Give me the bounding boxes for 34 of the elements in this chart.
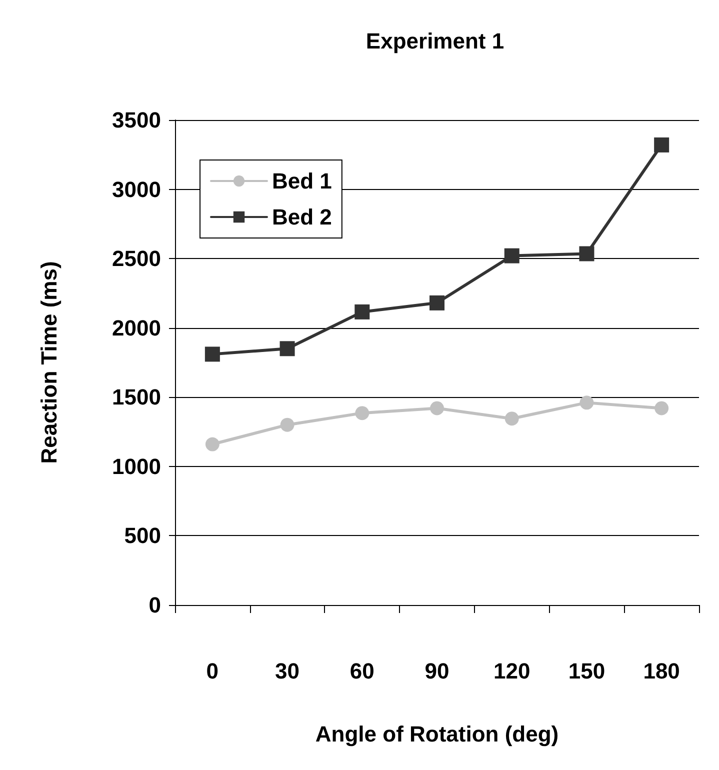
point	[280, 341, 295, 356]
y-tick-label: 1500	[112, 384, 161, 410]
y-tick-label: 2500	[112, 246, 161, 272]
y-tick-label: 2000	[112, 315, 161, 340]
legend-label: Bed 2	[272, 204, 332, 230]
point	[204, 346, 220, 362]
y-tick-label: 1000	[112, 454, 161, 479]
x-tick-label: 180	[643, 658, 680, 684]
point	[430, 295, 444, 310]
point	[654, 401, 669, 416]
x-tick-label: 30	[275, 658, 300, 684]
point	[205, 437, 220, 452]
x-tick-label: 0	[206, 658, 219, 684]
legend-label: Bed 1	[272, 168, 332, 194]
y-axis-title: Reaction Time (ms)	[36, 261, 62, 464]
y-tick-label: 3500	[112, 108, 161, 132]
point	[504, 248, 520, 264]
x-tick-label: 90	[424, 658, 450, 684]
point	[654, 137, 670, 152]
point	[580, 396, 594, 410]
point	[504, 412, 519, 426]
chart-title: Experiment 1	[366, 28, 504, 54]
point	[430, 401, 444, 416]
y-tick-label: 500	[124, 523, 161, 548]
x-tick-label: 150	[568, 658, 606, 684]
y-tick-label: 0	[148, 592, 161, 618]
x-axis-title: Angle of Rotation (deg)	[315, 722, 559, 746]
point	[354, 304, 370, 320]
point	[280, 418, 294, 432]
x-tick-label: 60	[350, 658, 374, 684]
y-tick-label: 3000	[112, 176, 161, 202]
point	[579, 246, 594, 262]
x-tick-label: 120	[494, 658, 530, 684]
point	[355, 406, 370, 420]
